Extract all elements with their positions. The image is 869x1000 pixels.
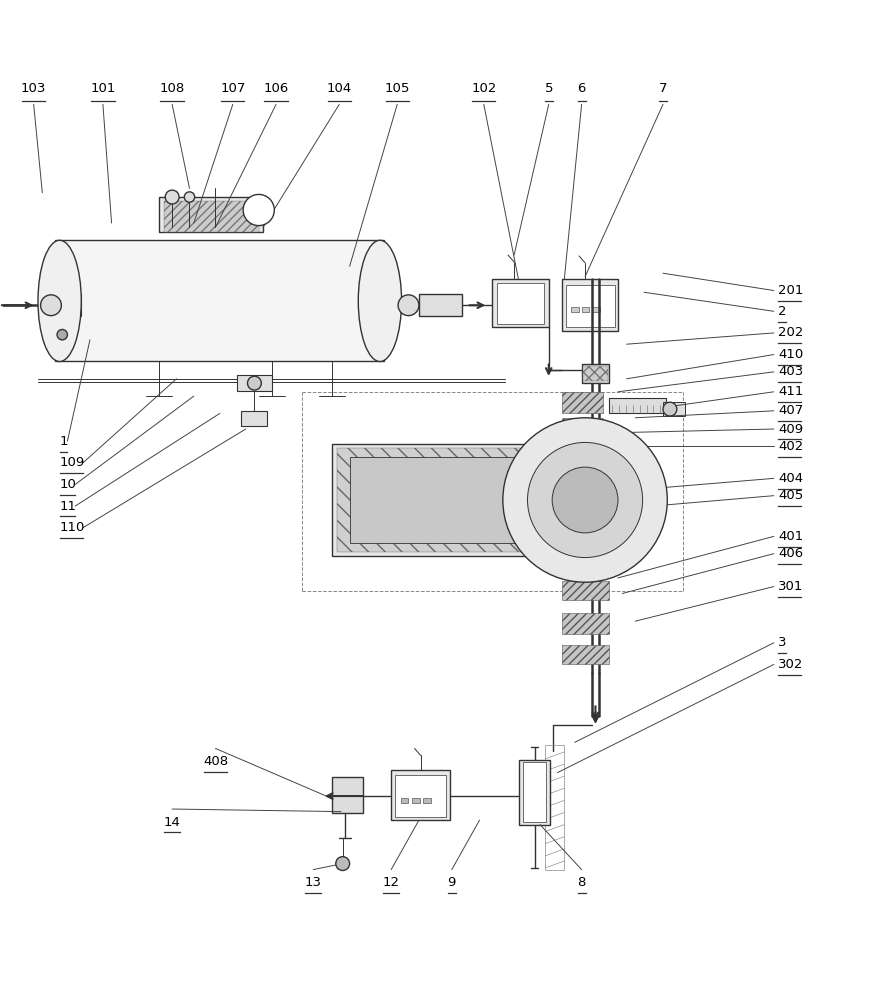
Bar (523, 762, 546, 822)
Bar (349, 457, 540, 543)
Bar (561, 279, 618, 331)
Text: 408: 408 (202, 755, 228, 768)
Text: 12: 12 (382, 876, 400, 889)
Bar (545, 745, 564, 870)
Ellipse shape (358, 240, 401, 361)
Text: 201: 201 (778, 284, 804, 297)
Bar (520, 760, 549, 825)
Bar (163, 201, 259, 232)
Bar (332, 444, 574, 556)
Circle shape (552, 467, 618, 533)
Circle shape (243, 194, 275, 226)
Text: 110: 110 (60, 521, 85, 534)
Ellipse shape (38, 240, 82, 361)
Text: 14: 14 (163, 816, 181, 829)
Circle shape (663, 402, 677, 416)
Text: 404: 404 (778, 472, 803, 485)
Text: 5: 5 (545, 82, 553, 95)
Circle shape (503, 418, 667, 582)
Circle shape (41, 295, 62, 316)
Text: 103: 103 (21, 82, 46, 95)
Bar (561, 548, 609, 569)
Bar (561, 392, 603, 413)
Text: 3: 3 (778, 636, 786, 649)
Text: 101: 101 (90, 82, 116, 95)
Bar (493, 279, 548, 327)
Text: 410: 410 (778, 348, 803, 361)
Text: 302: 302 (778, 658, 804, 671)
Bar (237, 375, 272, 391)
Text: 7: 7 (659, 82, 667, 95)
Circle shape (527, 442, 643, 558)
Bar (561, 613, 609, 634)
Bar (609, 398, 666, 413)
Text: 102: 102 (471, 82, 496, 95)
Text: 401: 401 (778, 530, 803, 543)
Text: 108: 108 (160, 82, 185, 95)
Text: 403: 403 (778, 365, 803, 378)
Bar (336, 448, 570, 552)
Circle shape (398, 295, 419, 316)
Circle shape (248, 376, 262, 390)
Bar (395, 775, 446, 817)
Text: 104: 104 (327, 82, 352, 95)
Bar (663, 402, 685, 416)
Text: 202: 202 (778, 326, 804, 339)
Bar (566, 285, 614, 327)
Bar (391, 770, 450, 820)
Bar (56, 240, 384, 361)
Text: 407: 407 (778, 404, 803, 417)
Bar (581, 364, 609, 383)
Text: 109: 109 (60, 456, 85, 469)
Bar (423, 798, 431, 803)
Bar (561, 485, 609, 504)
Text: 8: 8 (577, 876, 586, 889)
Text: 411: 411 (778, 385, 804, 398)
Bar (571, 307, 579, 312)
Bar (581, 307, 589, 312)
Text: 409: 409 (778, 423, 803, 436)
Bar (561, 645, 609, 664)
Text: 13: 13 (305, 876, 322, 889)
Bar (561, 513, 609, 535)
Bar (401, 798, 408, 803)
Text: 6: 6 (577, 82, 586, 95)
Text: 406: 406 (778, 547, 803, 560)
Text: 2: 2 (778, 305, 786, 318)
Circle shape (57, 329, 68, 340)
Bar (561, 418, 603, 439)
Bar (412, 798, 420, 803)
Bar (497, 283, 544, 324)
Text: 11: 11 (60, 500, 76, 513)
Bar (583, 366, 607, 381)
Bar (561, 455, 609, 474)
Bar (242, 411, 268, 426)
Circle shape (184, 192, 195, 202)
Text: 402: 402 (778, 440, 803, 453)
Bar (592, 307, 600, 312)
Bar (332, 777, 362, 813)
Text: 106: 106 (263, 82, 289, 95)
Bar (63, 294, 82, 316)
Text: 1: 1 (60, 435, 68, 448)
Bar (159, 197, 263, 232)
Text: 105: 105 (385, 82, 410, 95)
Bar (419, 294, 462, 316)
Text: 107: 107 (220, 82, 245, 95)
Circle shape (335, 857, 349, 870)
Bar (561, 581, 609, 600)
Text: 405: 405 (778, 489, 803, 502)
Text: 301: 301 (778, 580, 804, 593)
Text: 9: 9 (448, 876, 456, 889)
Text: 10: 10 (60, 478, 76, 491)
Circle shape (165, 190, 179, 204)
